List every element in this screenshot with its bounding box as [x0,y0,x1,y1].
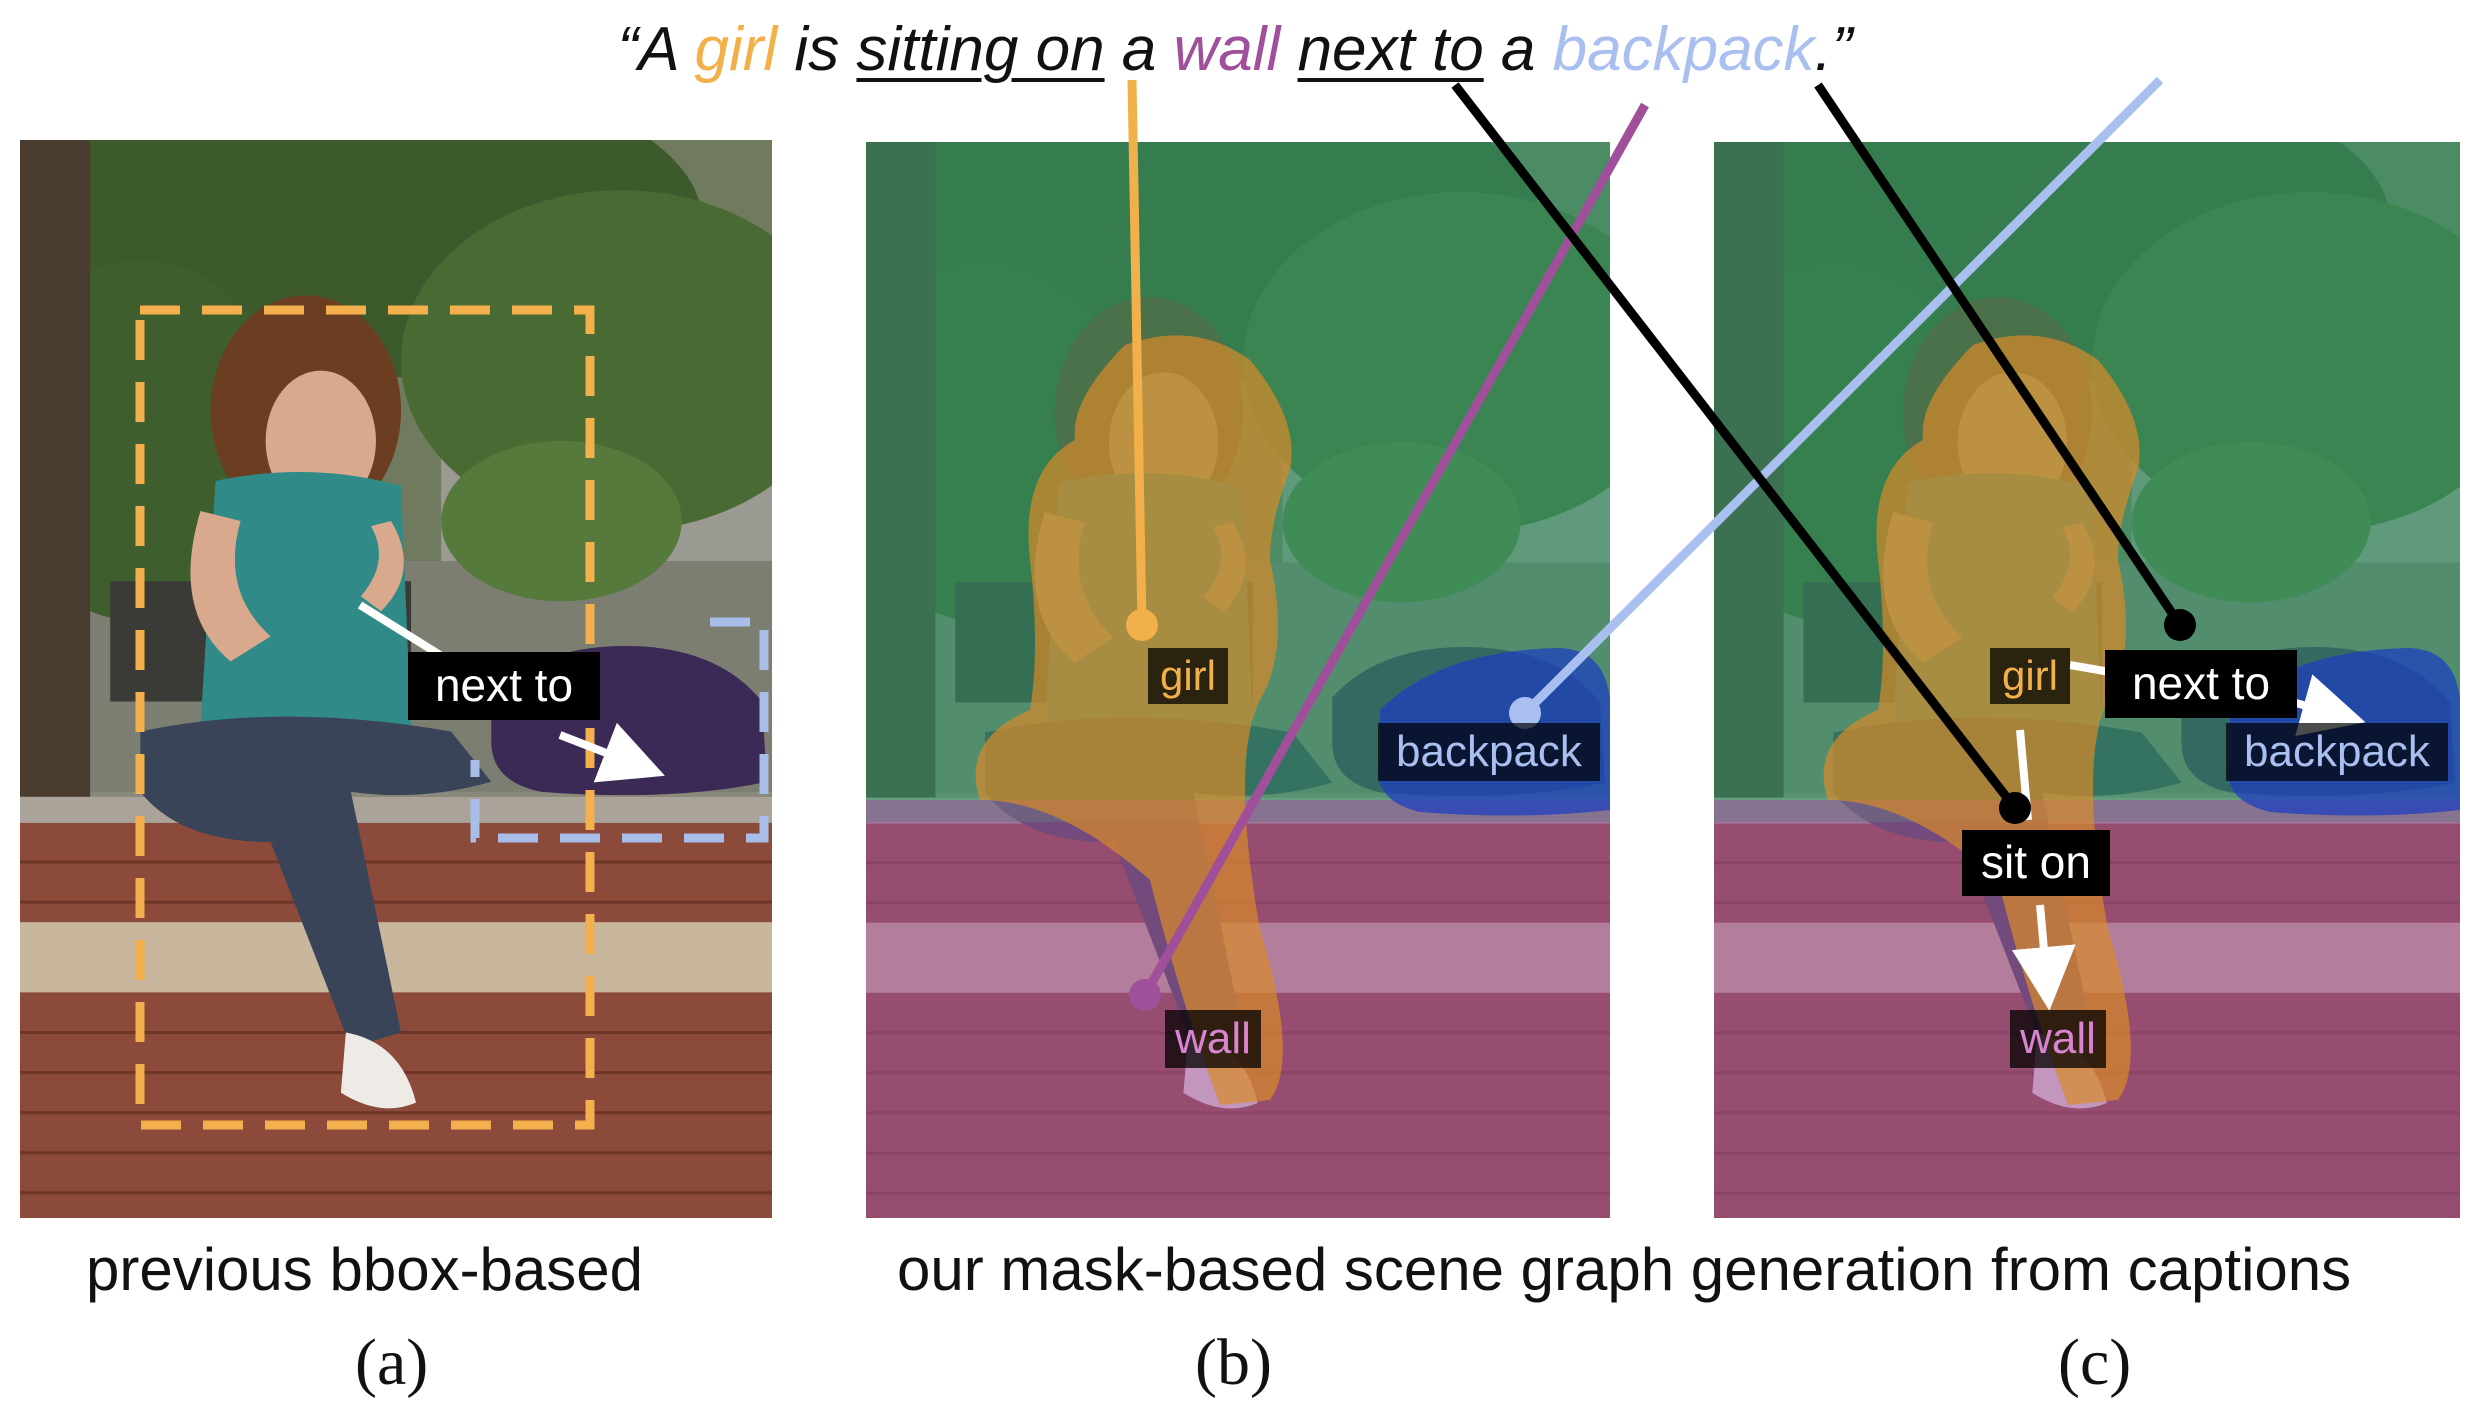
caption-open: “A [617,15,695,84]
next-to-label-bg-a [408,652,600,720]
subfigure-label-a: (a) [355,1326,429,1399]
girl-bbox [135,305,595,1130]
backpack-label-bg-b [1378,723,1600,781]
sit-on-label-bg-c [1962,830,2110,896]
wall-label-bg-b [1165,1010,1261,1068]
girl-connector [1127,79,1147,626]
next-to-connector [1814,82,2184,628]
backpack-connector [1521,76,2164,717]
backpack-label-bg-c [2226,723,2448,781]
subfigure-label-c: (c) [2058,1326,2132,1399]
sitting-on-connector-dot [1999,792,2031,824]
wall-label-b: wall [1174,1014,1251,1063]
right-panels-caption: our mask-based scene graph generation fr… [897,1236,2352,1303]
caption-phrase-next-to: next to [1297,15,1484,84]
caption-space [1280,15,1297,84]
caption-word-wall: wall [1173,15,1281,84]
caption-connectors [1126,76,2196,1011]
caption-a1: a [1104,15,1174,84]
girl-connector-dot [1126,609,1158,641]
caption-close: .” [1814,15,1853,84]
sit-on-label-c: sit on [1981,836,2091,888]
panel-c [1714,142,2460,1218]
sitting-on-connector [1451,82,2019,811]
girl-label-bg-b [1148,648,1228,704]
caption-sentence: “A girl is sitting on a wall next to a b… [0,14,2470,85]
girl-mask-b [975,335,1292,1105]
caption-a2: a [1483,15,1553,84]
wall-connector-dot [1129,979,1161,1011]
backpack-bbox [470,617,769,843]
wall-label-c: wall [2019,1014,2096,1063]
caption-word-backpack: backpack [1552,15,1815,84]
panel-a [20,140,772,1218]
left-panel-caption: previous bbox-based [86,1236,644,1303]
wall-label-bg-c [2010,1010,2106,1068]
backpack-label-b: backpack [1396,727,1583,776]
next-to-connector-dot [2164,609,2196,641]
next-to-label-a: next to [435,659,573,711]
girl-mask-c [1823,335,2140,1105]
caption-word-girl: girl [694,15,778,84]
caption-is: is [777,15,857,84]
next-to-label-c: next to [2132,657,2270,709]
caption-phrase-sitting-on: sitting on [856,15,1105,84]
backpack-label-c: backpack [2244,727,2431,776]
next-to-label-bg-c [2105,650,2297,718]
girl-label-bg-c [1990,648,2070,704]
wall-connector [1141,102,1649,998]
girl-label-c: girl [2002,652,2058,699]
subfigure-label-b: (b) [1195,1326,1272,1399]
backpack-connector-dot [1509,697,1541,729]
girl-label-b: girl [1160,652,1216,699]
